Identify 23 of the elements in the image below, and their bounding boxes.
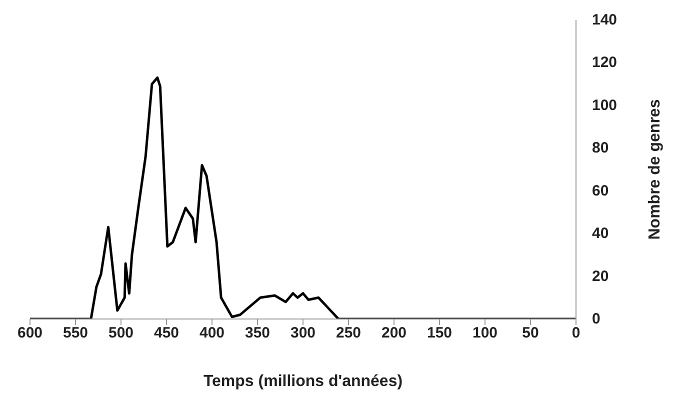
x-tick-label: 600: [17, 324, 43, 342]
x-tick-label: 500: [108, 324, 134, 342]
x-axis-title: Temps (millions d'années): [203, 373, 403, 390]
y-tick-label: 0: [592, 310, 600, 328]
x-tick-label: 200: [381, 324, 407, 342]
y-axis-title: Nombre de genres: [646, 99, 664, 240]
x-tick-label: 150: [426, 324, 452, 342]
y-tick-label: 40: [592, 225, 609, 242]
x-tick-label: 250: [336, 324, 362, 342]
x-tick-label: 450: [154, 324, 180, 342]
x-tick-label: 400: [199, 324, 225, 342]
y-tick-label: 120: [592, 54, 618, 72]
y-tick-label: 100: [592, 96, 618, 114]
x-tick-label: 100: [472, 324, 498, 342]
x-tick-label: 300: [290, 324, 316, 342]
x-tick-label: 350: [244, 324, 270, 342]
x-tick-label: 550: [62, 324, 88, 342]
y-tick-label: 140: [592, 12, 618, 28]
x-tick-label: 50: [522, 324, 539, 342]
y-tick-label: 20: [592, 268, 609, 285]
x-tick-label: 0: [572, 324, 580, 342]
y-tick-label: 80: [592, 140, 609, 157]
y-tick-label: 60: [592, 182, 609, 200]
